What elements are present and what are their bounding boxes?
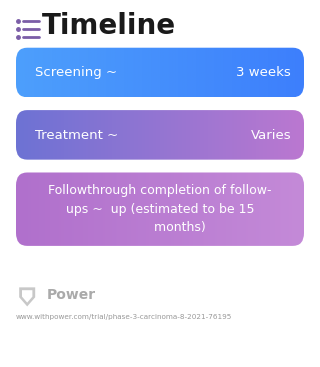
Text: Followthrough completion of follow-
ups ~  up (estimated to be 15
          mont: Followthrough completion of follow- ups … — [48, 184, 272, 234]
Text: www.withpower.com/trial/phase-3-carcinoma-8-2021-76195: www.withpower.com/trial/phase-3-carcinom… — [16, 315, 232, 320]
Text: Power: Power — [46, 288, 96, 302]
Text: Timeline: Timeline — [42, 12, 176, 40]
Polygon shape — [19, 287, 35, 306]
Text: Screening ~: Screening ~ — [35, 66, 117, 79]
Text: Varies: Varies — [251, 128, 291, 142]
Text: 3 weeks: 3 weeks — [236, 66, 291, 79]
FancyBboxPatch shape — [16, 48, 304, 97]
FancyBboxPatch shape — [16, 110, 304, 160]
Text: Treatment ~: Treatment ~ — [35, 128, 118, 142]
FancyBboxPatch shape — [16, 172, 304, 246]
Polygon shape — [22, 290, 32, 302]
